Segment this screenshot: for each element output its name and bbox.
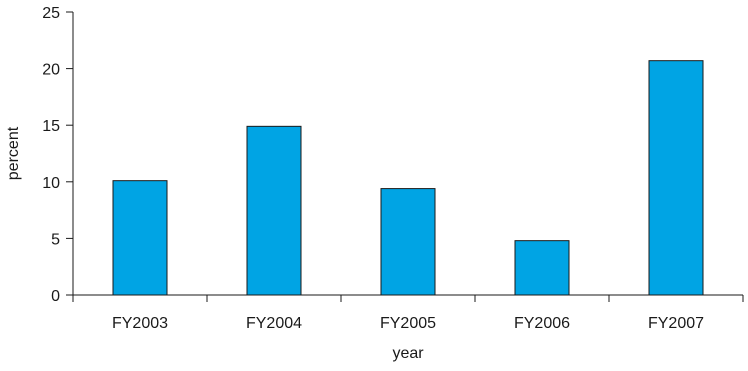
y-tick-label: 25 [42,5,60,22]
x-tick-label: FY2005 [380,315,436,332]
x-axis-title: year [392,345,424,362]
y-tick-label: 10 [42,175,60,192]
bar-fy2004 [246,125,302,296]
bar-fy2006 [514,240,570,296]
y-axis-title: percent [5,126,22,180]
x-tick-label: FY2004 [246,315,302,332]
y-tick-label: 0 [51,288,60,305]
y-tick-label: 20 [42,62,60,79]
y-axis-ticks: 0 5 10 15 20 25 [42,5,73,305]
bar-fy2003 [112,180,168,296]
x-axis-ticks: FY2003 FY2004 FY2005 FY2006 FY2007 [112,295,744,332]
x-tick-label: FY2006 [514,315,570,332]
bar-fy2005 [380,188,436,296]
x-tick-label: FY2007 [648,315,704,332]
y-tick-label: 15 [42,118,60,135]
bars-layer [112,60,704,296]
bar-fy2007 [648,60,704,296]
y-tick-label: 5 [51,231,60,248]
x-tick-label: FY2003 [112,315,168,332]
